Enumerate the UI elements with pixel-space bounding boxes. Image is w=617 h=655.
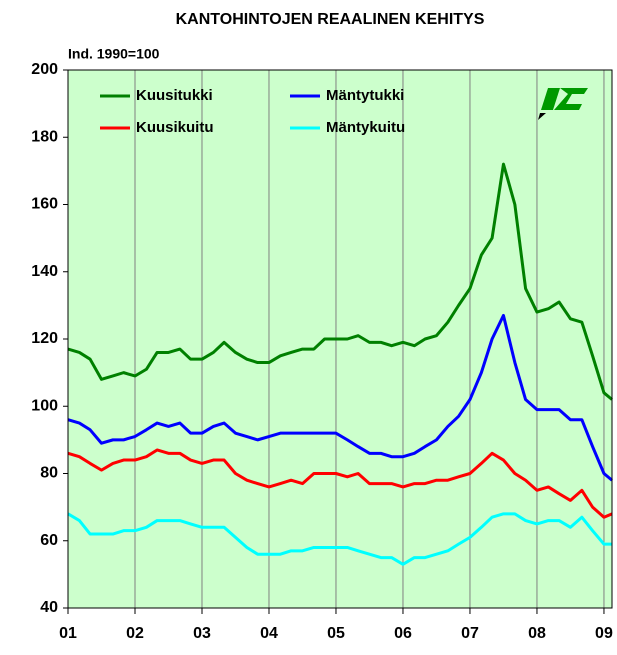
x-tick-label: 04	[260, 625, 278, 642]
x-tick-label: 05	[327, 625, 345, 642]
legend-label: Mäntykuitu	[326, 119, 405, 136]
x-tick-label: 03	[193, 625, 211, 642]
x-tick-label: 02	[126, 625, 144, 642]
y-tick-label: 180	[31, 128, 58, 145]
y-tick-label: 140	[31, 263, 58, 280]
series-line	[67, 448, 613, 519]
legend-label: Mäntytukki	[326, 87, 404, 104]
x-tick-label: 09	[595, 625, 613, 642]
series-line	[67, 313, 613, 482]
y-tick-label: 60	[40, 532, 58, 549]
plot-border	[67, 69, 613, 609]
series-line	[67, 512, 612, 566]
y-tick-label: 200	[31, 61, 58, 78]
series-line	[67, 162, 613, 401]
y-tick-label: 120	[31, 330, 58, 347]
y-tick-label: 160	[31, 196, 58, 213]
x-tick-label: 07	[461, 625, 479, 642]
x-tick-label: 06	[394, 625, 412, 642]
y-tick-label: 80	[40, 465, 58, 482]
x-tick-label: 08	[528, 625, 546, 642]
x-tick-label: 01	[59, 625, 77, 642]
y-tick-label: 100	[31, 397, 58, 414]
y-tick-label: 40	[40, 599, 58, 616]
chart-title: KANTOHINTOJEN REAALINEN KEHITYS	[176, 11, 485, 28]
legend-label: Kuusitukki	[136, 87, 213, 104]
y-axis-label: Ind. 1990=100	[68, 46, 160, 62]
legend-label: Kuusikuitu	[136, 119, 214, 136]
logo	[538, 88, 588, 120]
